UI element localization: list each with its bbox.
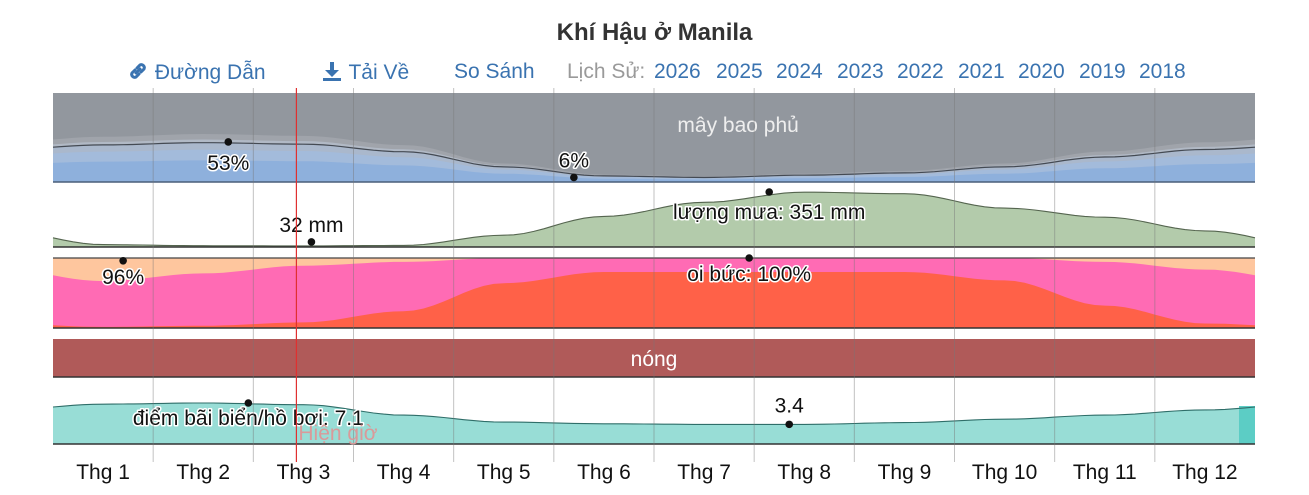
muggy-oppressive-band (53, 272, 1255, 328)
beach-callout-label: điểm bãi biển/hồ bơi: 7.1 (133, 407, 364, 430)
beach-area-edge (1239, 406, 1255, 444)
month-tick-label: Thg 6 (577, 461, 631, 484)
year-link-2023[interactable]: 2023 (837, 60, 884, 83)
year-link-2024[interactable]: 2024 (776, 60, 823, 83)
month-tick-label: Thg 8 (777, 461, 831, 484)
month-tick-label: Thg 1 (76, 461, 130, 484)
cloud-median-line (52, 142, 1256, 179)
cloud-series-label: mây bao phủ (677, 114, 798, 137)
beach-area (53, 403, 1255, 444)
beach-callout-dot (244, 399, 253, 407)
rain-callout-dot (307, 238, 316, 246)
rain-line (52, 191, 1256, 247)
month-tick-label: Thg 12 (1172, 461, 1237, 484)
muggy-callout-label: 96% (102, 266, 144, 289)
page-title: Khí Hậu ở Manila (556, 19, 753, 46)
rain-callout-dot (765, 188, 773, 196)
rain-callout-label: lượng mưa: 351 mm (673, 201, 865, 224)
cloud-band-clear (53, 160, 1255, 182)
rain-area (53, 192, 1255, 247)
cloud-callout-dot (570, 173, 578, 182)
link-button[interactable]: Đường Dẫn (127, 60, 266, 85)
muggy-callout-label: oi bức: 100% (687, 263, 811, 286)
hot-band-label: nóng (631, 348, 678, 371)
download-icon (321, 61, 348, 84)
toolbar: Đường Dẫn Tải Về So Sánh Lịch Sử: 2026 2… (0, 60, 1309, 88)
year-link-2020[interactable]: 2020 (1018, 60, 1065, 83)
year-link-2018[interactable]: 2018 (1139, 60, 1186, 83)
month-tick-label: Thg 9 (878, 461, 932, 484)
link-icon (127, 61, 155, 84)
month-tick-label: Thg 5 (477, 461, 531, 484)
cloud-callout-label: 6% (559, 149, 589, 172)
year-link-2025[interactable]: 2025 (716, 60, 763, 83)
download-label: Tải Về (348, 61, 410, 84)
month-tick-label: Thg 11 (1073, 461, 1137, 484)
muggy-callout-dot (119, 257, 127, 265)
download-button[interactable]: Tải Về (321, 60, 409, 85)
month-tick-label: Thg 10 (972, 461, 1037, 484)
beach-callout-dot (785, 420, 794, 429)
year-link-2021[interactable]: 2021 (958, 60, 1005, 83)
year-link-2019[interactable]: 2019 (1079, 60, 1126, 83)
month-tick-label: Thg 2 (176, 461, 230, 484)
rain-callout-label: 32 mm (279, 214, 343, 237)
hot-band (53, 339, 1255, 377)
month-tick-label: Thg 3 (277, 461, 331, 484)
link-label: Đường Dẫn (154, 61, 266, 84)
year-link-2022[interactable]: 2022 (897, 60, 944, 83)
month-tick-label: Thg 4 (377, 461, 431, 484)
history-label: Lịch Sử: (567, 60, 646, 83)
month-tick-label: Thg 7 (677, 461, 731, 484)
beach-line (52, 402, 1256, 425)
now-label: Hiện giờ (298, 422, 377, 445)
compare-button[interactable]: So Sánh (454, 60, 535, 83)
beach-callout-label: 3.4 (775, 394, 805, 417)
cloud-callout-label: 53% (207, 152, 249, 175)
muggy-callout-dot (745, 254, 753, 262)
year-link-2026[interactable]: 2026 (654, 60, 701, 83)
cloud-callout-dot (224, 138, 233, 146)
